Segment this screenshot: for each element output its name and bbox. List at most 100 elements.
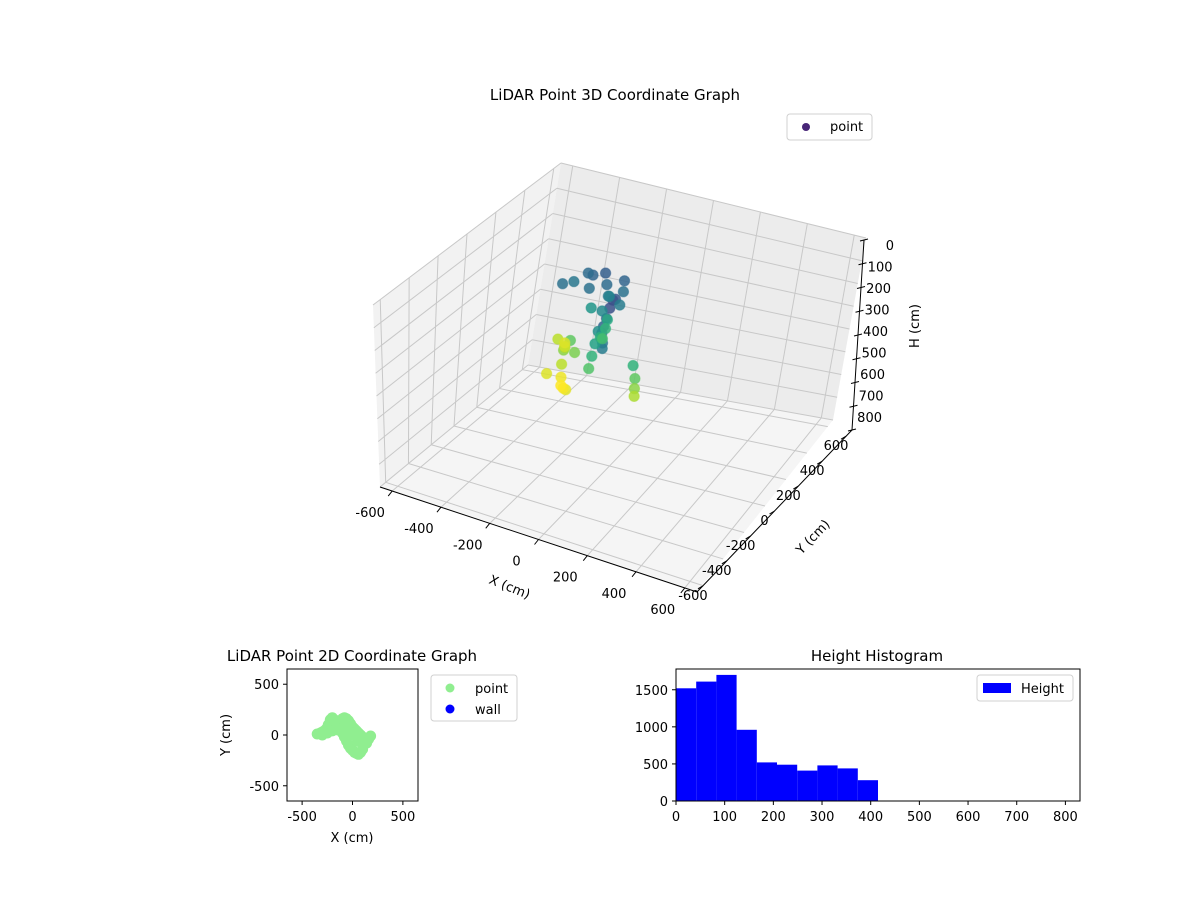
plot3d-ztick-label-8: 800 — [857, 411, 882, 426]
histogram-xtick-label-6: 600 — [956, 810, 981, 825]
plot3d-ztick-label-2: 200 — [866, 282, 891, 297]
plot3d-ytick-4 — [793, 485, 799, 490]
plot3d-point-9 — [601, 278, 613, 291]
plot3d: LiDAR Point 3D Coordinate Graph -600 -400… — [355, 86, 923, 618]
plot3d-ztick-0 — [859, 238, 869, 242]
plot3d-zlabel: H (cm) — [908, 304, 923, 348]
plot3d-point-39 — [555, 358, 568, 370]
plot2d-ytick-label-1: 0 — [271, 729, 279, 744]
plot3d-point-21 — [596, 305, 608, 317]
plot3d-ytick-label-2: -200 — [726, 539, 756, 554]
histogram-ticks: 0 100 200 300 400 500 600 700 800 0 500 1000 1500 — [635, 684, 1078, 825]
plot3d-ztick-7 — [849, 404, 858, 408]
histogram-bar-0 — [676, 688, 697, 801]
plot3d-point-18 — [614, 299, 626, 311]
plot3d-point-27 — [586, 350, 598, 362]
plot3d-point-33 — [629, 372, 641, 385]
plot2d-legend-wall-label: wall — [475, 703, 501, 718]
histogram-bar-7 — [817, 765, 838, 801]
histogram-legend-label: Height — [1021, 682, 1064, 697]
plot3d-xtick-label-0: -600 — [355, 506, 385, 521]
plot3d-ztick-label-1: 100 — [868, 261, 893, 276]
plot3d-xtick-label-5: 400 — [602, 587, 627, 602]
plot3d-ztick-label-3: 300 — [865, 304, 890, 319]
plot3d-xtick-6 — [680, 587, 686, 594]
plot3d-point-28 — [599, 322, 612, 335]
histogram-bar-3 — [736, 729, 757, 801]
plot2d-ylabel: Y (cm) — [219, 714, 234, 757]
plot2d: LiDAR Point 2D Coordinate Graph -500 0 500… — [219, 647, 518, 846]
plot3d-ztick-3 — [855, 309, 864, 313]
histogram-ytick-label-3: 1500 — [635, 684, 668, 699]
plot3d-grid — [372, 162, 867, 589]
plot3d-title: LiDAR Point 3D Coordinate Graph — [490, 86, 740, 104]
plot3d-ytick-3 — [769, 510, 775, 515]
histogram-xtick-label-8: 800 — [1053, 810, 1078, 825]
histogram-legend: Height — [976, 674, 1074, 702]
plot3d-ztick-label-5: 500 — [862, 347, 887, 362]
plot2d-points — [311, 712, 377, 760]
plot3d-ztick-4 — [853, 333, 863, 337]
plot3d-point-3 — [599, 267, 612, 279]
plot3d-xtick-4 — [582, 555, 588, 561]
plot3d-point-13 — [617, 286, 630, 298]
plot3d-ztick-label-0: 0 — [886, 239, 894, 254]
plot3d-ytick-6 — [840, 435, 847, 440]
plot3d-ytick-label-0: -600 — [678, 589, 708, 604]
plot3d-ytick-label-6: 600 — [824, 439, 849, 454]
histogram-title: Height Histogram — [811, 647, 943, 665]
histogram-bar-9 — [857, 780, 878, 801]
plot3d-ztick-label-7: 700 — [859, 390, 884, 405]
plot2d-legend-point-marker — [445, 683, 455, 693]
plot3d-legend: point — [786, 113, 873, 141]
plot3d-point-47 — [555, 379, 567, 392]
histogram-xtick-label-0: 0 — [672, 810, 680, 825]
plot3d-pane-floor — [380, 365, 833, 592]
plot3d-ytick-label-5: 400 — [800, 464, 825, 479]
plot2d-point-26 — [365, 730, 377, 742]
histogram-xtick-label-3: 300 — [810, 810, 835, 825]
plot3d-ztick-5 — [852, 357, 861, 361]
plot2d-title: LiDAR Point 2D Coordinate Graph — [227, 647, 477, 665]
histogram-xtick-label-4: 400 — [858, 810, 883, 825]
plot2d-xtick-label-1: 0 — [348, 810, 356, 825]
plot3d-point-31 — [583, 362, 595, 375]
histogram-legend-swatch — [983, 683, 1011, 693]
plot2d-ytick-label-2: 500 — [254, 678, 279, 693]
plot3d-point-6 — [618, 275, 631, 287]
plot2d-xlabel: X (cm) — [331, 831, 374, 846]
plot3d-xlabel: X (cm) — [487, 573, 532, 603]
plot3d-xtick-label-1: -400 — [404, 522, 434, 537]
histogram-ytick-label-0: 0 — [660, 795, 668, 810]
plot2d-ticks: -500 0 500 -500 0 500 — [249, 678, 415, 825]
plot3d-legend-marker — [802, 123, 810, 131]
plot3d-xtick-5 — [631, 571, 637, 578]
plot3d-ztick-label-6: 600 — [860, 368, 885, 383]
plot3d-ztick-label-4: 400 — [863, 325, 888, 340]
plot3d-xtick-label-4: 200 — [553, 571, 578, 586]
histogram-border — [675, 668, 1081, 802]
plot3d-point-15 — [568, 275, 580, 288]
plot3d-point-11 — [556, 278, 569, 290]
plot2d-xtick-label-0: -500 — [287, 810, 317, 825]
plot3d-xtick-0 — [387, 490, 393, 497]
plot3d-point-23 — [585, 302, 597, 314]
histogram-xtick-label-2: 200 — [761, 810, 786, 825]
plot3d-ytick-label-4: 200 — [776, 489, 801, 504]
plot3d-ytick-1 — [721, 560, 728, 565]
plot3d-xtick-label-3: 0 — [512, 555, 520, 570]
plot3d-ylabel: Y (cm) — [793, 517, 834, 558]
histogram: Height Histogram 0 100 200 300 400 500 600 700 8… — [635, 647, 1081, 825]
histogram-bar-1 — [696, 681, 717, 801]
plot3d-xtick-3 — [534, 539, 539, 545]
plot3d-ztick-1 — [858, 262, 867, 266]
plot2d-point-47 — [357, 739, 369, 751]
plot2d-legend-point-label: point — [475, 682, 508, 697]
histogram-xtick-label-1: 100 — [712, 810, 737, 825]
plot3d-xtick-label-6: 600 — [650, 603, 675, 618]
plot2d-ytick-label-0: -500 — [249, 780, 279, 795]
histogram-xtick-label-7: 700 — [1004, 810, 1029, 825]
plot2d-xtick-label-2: 500 — [390, 810, 415, 825]
plot2d-legend: point wall — [430, 674, 518, 722]
